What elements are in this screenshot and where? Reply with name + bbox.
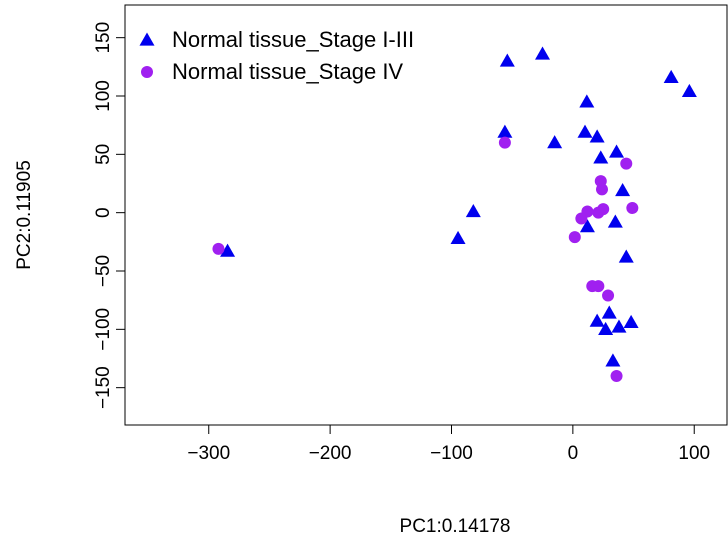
y-axis-label: PC2:0.11905 [14, 160, 35, 270]
point [547, 135, 563, 149]
point [450, 230, 466, 244]
legend-label: Normal tissue_Stage I-III [172, 27, 414, 52]
y-tick-label: −150 [93, 366, 114, 409]
point [498, 136, 511, 149]
point [592, 280, 605, 293]
point [212, 242, 225, 255]
point [598, 321, 614, 335]
point [535, 46, 551, 60]
y-tick-label: 150 [93, 22, 114, 54]
point [681, 83, 697, 97]
y-tick-label: −100 [93, 308, 114, 351]
point [595, 183, 608, 196]
x-tick-label: 0 [568, 443, 579, 464]
point [605, 353, 621, 367]
legend-label: Normal tissue_Stage IV [172, 59, 403, 84]
point [568, 231, 581, 244]
point [589, 313, 605, 327]
point [499, 53, 515, 67]
point [623, 314, 639, 328]
legend-marker [139, 32, 155, 46]
point [589, 129, 605, 143]
point [611, 319, 627, 333]
x-tick-label: −200 [309, 443, 352, 464]
point [607, 214, 623, 228]
point [575, 212, 588, 225]
point [663, 69, 679, 83]
x-tick-label: −300 [187, 443, 230, 464]
x-axis-label: PC1:0.14178 [400, 516, 511, 537]
point [577, 124, 593, 138]
point [620, 157, 633, 170]
y-tick-label: 0 [93, 207, 114, 218]
point [602, 289, 615, 302]
point [593, 150, 609, 164]
point [220, 243, 236, 257]
point [626, 202, 639, 214]
point [601, 305, 617, 319]
point [592, 206, 605, 219]
x-tick-label: 100 [678, 443, 710, 464]
point [579, 94, 595, 108]
point [465, 204, 481, 218]
plot-frame [124, 4, 728, 426]
point [497, 124, 513, 138]
y-tick-label: −50 [93, 255, 114, 287]
point [615, 183, 631, 197]
x-tick-label: −100 [430, 443, 473, 464]
legend-marker [141, 66, 153, 78]
y-tick-label: 100 [93, 80, 114, 112]
point [618, 249, 634, 263]
point [579, 219, 595, 233]
point [610, 370, 623, 382]
point [609, 144, 625, 158]
y-tick-label: 50 [93, 144, 114, 165]
